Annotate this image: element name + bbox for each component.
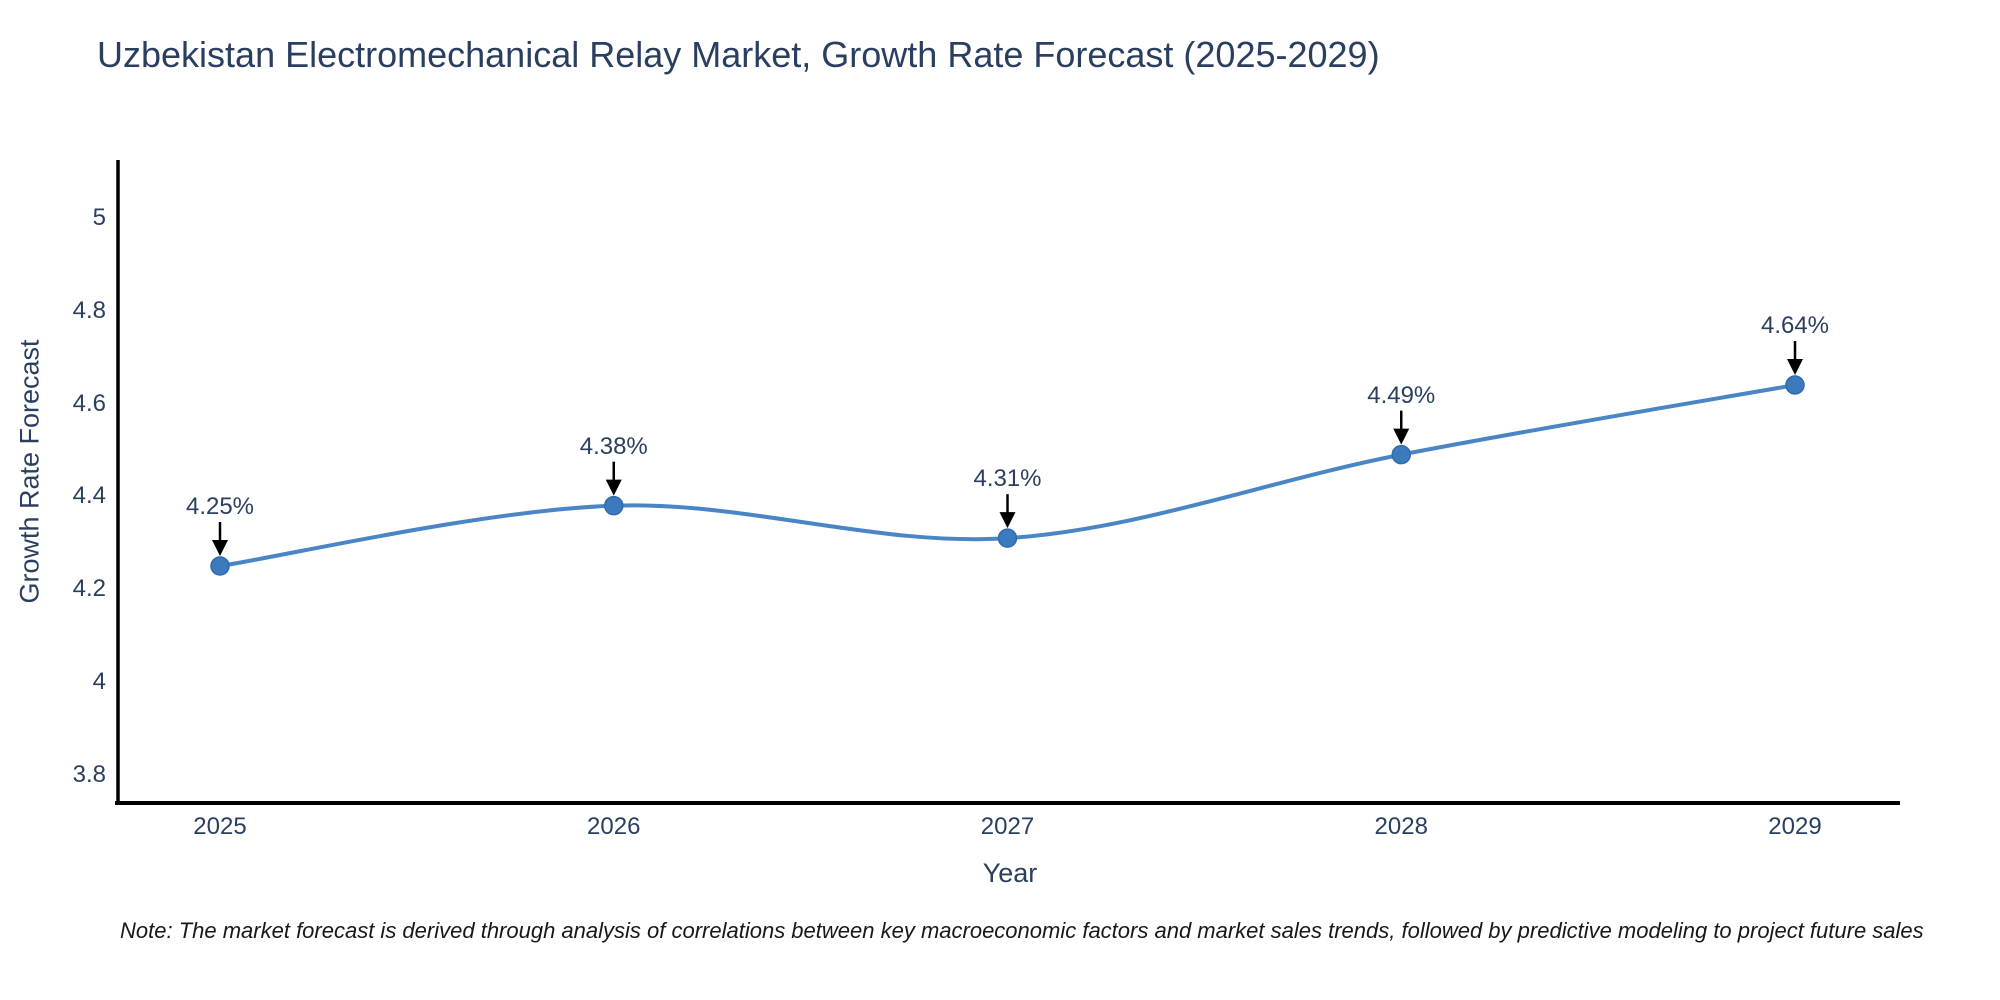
data-point-marker-2029[interactable] (1785, 375, 1805, 395)
data-point-marker-2025[interactable] (210, 556, 230, 576)
annotation-arrowhead-icon (999, 512, 1016, 529)
y-tick-label: 5 (92, 204, 106, 231)
annotation-arrowhead-icon (605, 479, 622, 496)
y-tick-label: 3.8 (72, 760, 106, 788)
point-value-label: 4.64% (1760, 312, 1830, 340)
chart-title: Uzbekistan Electromechanical Relay Marke… (97, 34, 1380, 75)
y-tick-label: 4.6 (72, 389, 106, 417)
x-tick-label: 2028 (1374, 813, 1428, 840)
x-tick-label: 2025 (193, 813, 247, 840)
point-value-label: 4.31% (973, 465, 1042, 493)
y-tick-label: 4.8 (72, 296, 106, 324)
y-tick-label: 4.4 (72, 482, 106, 510)
x-axis-title: Year (982, 858, 1038, 888)
annotation-arrowhead-icon (212, 540, 228, 556)
data-point-marker-2026[interactable] (604, 495, 624, 516)
annotation-arrowhead-icon (1393, 428, 1410, 445)
x-tick-label: 2029 (1768, 813, 1822, 840)
footnote: Note: The market forecast is derived thr… (120, 918, 1924, 943)
data-point-marker-2028[interactable] (1391, 444, 1411, 465)
point-value-label: 4.49% (1367, 381, 1436, 409)
annotation-arrowhead-icon (1787, 359, 1803, 376)
x-tick-label: 2026 (587, 813, 641, 840)
y-tick-label: 4.2 (72, 575, 106, 603)
data-point-marker-2027[interactable] (997, 528, 1018, 548)
x-tick-label: 2027 (980, 813, 1035, 840)
point-value-label: 4.38% (579, 432, 648, 460)
y-tick-label: 4 (92, 668, 106, 695)
y-axis-title: Growth Rate Forecast (14, 339, 45, 604)
point-value-label: 4.25% (185, 493, 255, 520)
